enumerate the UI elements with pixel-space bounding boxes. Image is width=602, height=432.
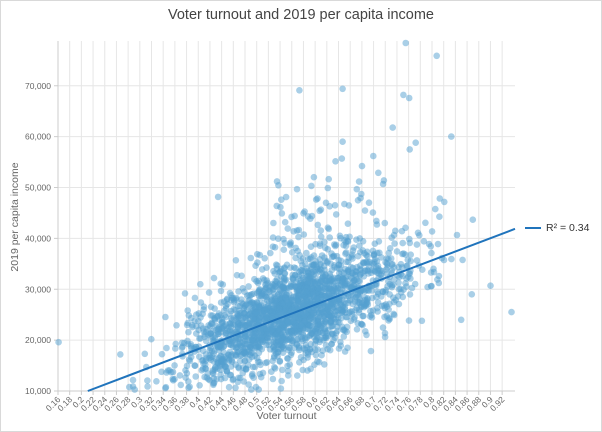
x-axis-title: Voter turnout [256,410,317,422]
chart-title: Voter turnout and 2019 per capita income [167,7,434,23]
svg-text:50,000: 50,000 [25,183,51,193]
tick-marks [54,85,503,395]
svg-text:30,000: 30,000 [25,284,51,294]
svg-text:70,000: 70,000 [25,81,51,91]
trend-line [87,227,516,392]
svg-text:60,000: 60,000 [25,132,51,142]
svg-text:20,000: 20,000 [25,335,51,345]
legend-item-trendline[interactable]: R² = 0.34 [525,222,589,234]
svg-text:10,000: 10,000 [25,386,51,396]
trendline-swatch-icon [525,227,541,229]
svg-text:40,000: 40,000 [25,233,51,243]
legend-label: R² = 0.34 [546,222,590,234]
